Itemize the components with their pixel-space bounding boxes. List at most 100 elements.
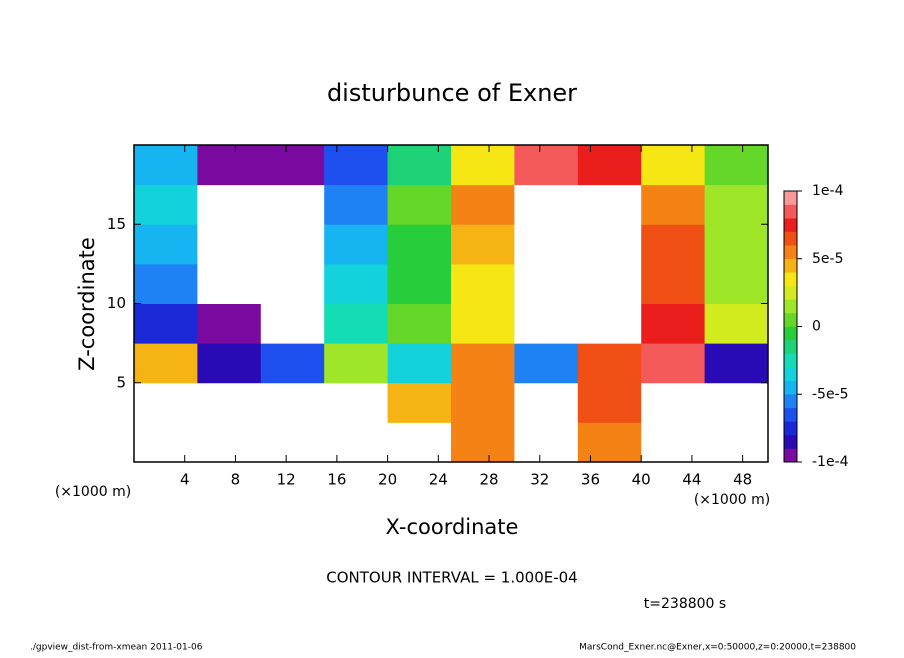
chart-title: disturbunce of Exner [327,79,577,107]
field-cell [197,263,262,304]
field-cell [387,422,452,463]
field-cell [260,303,325,344]
x-tick-label: 36 [581,471,600,489]
field-cell [451,184,515,225]
field-cell [387,343,452,384]
field-cell [324,303,389,344]
colorbar-band [784,326,797,341]
x-tick-label: 12 [277,471,296,489]
field-cell [641,224,706,265]
field-cell [260,224,325,265]
colorbar-band [784,299,797,314]
field-cell [387,145,452,186]
time-label: t=238800 s [644,596,726,612]
x-tick-label: 20 [378,471,397,489]
colorbar-band [784,407,797,422]
field-cell [514,263,579,304]
colorbar-band [784,231,797,246]
field-cell [704,303,769,344]
field-cell [134,263,198,304]
field-cell [197,343,262,384]
colorbar-band [784,367,797,381]
x-unit: (×1000 m) [694,492,770,508]
field-cell [704,263,769,304]
field-cell [451,343,515,384]
colorbar-band [784,245,797,260]
field-cell [641,263,706,304]
field-cell [197,145,262,186]
field-cell [387,382,452,423]
field-cell [260,343,325,384]
colorbar-band [784,394,797,409]
field-cell [324,224,389,265]
field-cell [577,422,642,463]
colorbar-band [784,434,797,449]
field-cell [641,145,706,186]
colorbar-tick-label: 0 [812,319,821,335]
field-cell [577,343,642,384]
field-cell [324,184,389,225]
field-cell [577,145,642,186]
footer-right: MarsCond_Exner.nc@Exner,x=0:50000,z=0:20… [579,643,856,653]
field-cell [514,184,579,225]
field-cell [451,422,515,463]
field-cell [324,343,389,384]
field-cell [704,382,769,423]
x-tick-label: 16 [327,471,346,489]
colorbar-band [784,191,797,205]
field-cell [387,184,452,225]
field-cell [260,263,325,304]
field-cell [197,224,262,265]
field-cell [704,184,769,225]
colorbar-band [784,448,797,463]
field-cell [641,343,706,384]
field-cell [451,224,515,265]
x-tick-label: 40 [632,471,651,489]
field-cell [577,224,642,265]
colorbar-band [784,218,797,232]
colorbar-band [784,258,797,273]
field-cell [641,303,706,344]
field-cell [577,184,642,225]
field-cell [134,145,198,186]
field-cell [260,145,325,186]
colorbar-band [784,204,797,219]
x-tick-label: 8 [231,471,241,489]
field-cell [451,382,515,423]
colorbar-band [784,272,797,287]
x-axis-label: X-coordinate [386,515,519,539]
field-cell [451,303,515,344]
colorbar-tick-label: -1e-4 [812,454,849,470]
field-cell [260,184,325,225]
field-cell [134,184,198,225]
colorbar-tick-label: 5e-5 [812,251,843,267]
x-tick-label: 4 [180,471,190,489]
field-cell [514,422,579,463]
field-cell [514,343,579,384]
field-cell [260,382,325,423]
field-cell [134,343,198,384]
colorbar-band [784,421,797,436]
x-tick-label: 28 [479,471,498,489]
field-cell [134,382,198,423]
field-cell [324,145,389,186]
x-tick-label: 24 [429,471,448,489]
field-cell [387,263,452,304]
footer-left: ./gpview_dist-from-xmean 2011-01-06 [30,643,203,653]
field-cell [641,382,706,423]
field-cell [197,422,262,463]
field-cell [134,422,198,463]
field-cell [387,303,452,344]
contour-interval: CONTOUR INTERVAL = 1.000E-04 [326,569,577,587]
field-cell [197,382,262,423]
field-cell [641,184,706,225]
field-cell [324,263,389,304]
field-cell [704,224,769,265]
field-cell [514,145,579,186]
field-cell [704,343,769,384]
field-cell [514,382,579,423]
x-tick-label: 44 [682,471,701,489]
field-cell [324,422,389,463]
